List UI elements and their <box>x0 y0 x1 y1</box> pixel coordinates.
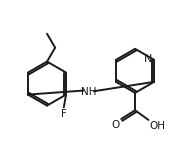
Text: N: N <box>144 54 152 64</box>
Text: NH: NH <box>81 87 96 97</box>
Text: F: F <box>61 109 67 119</box>
Text: OH: OH <box>150 121 166 131</box>
Text: O: O <box>112 120 120 130</box>
